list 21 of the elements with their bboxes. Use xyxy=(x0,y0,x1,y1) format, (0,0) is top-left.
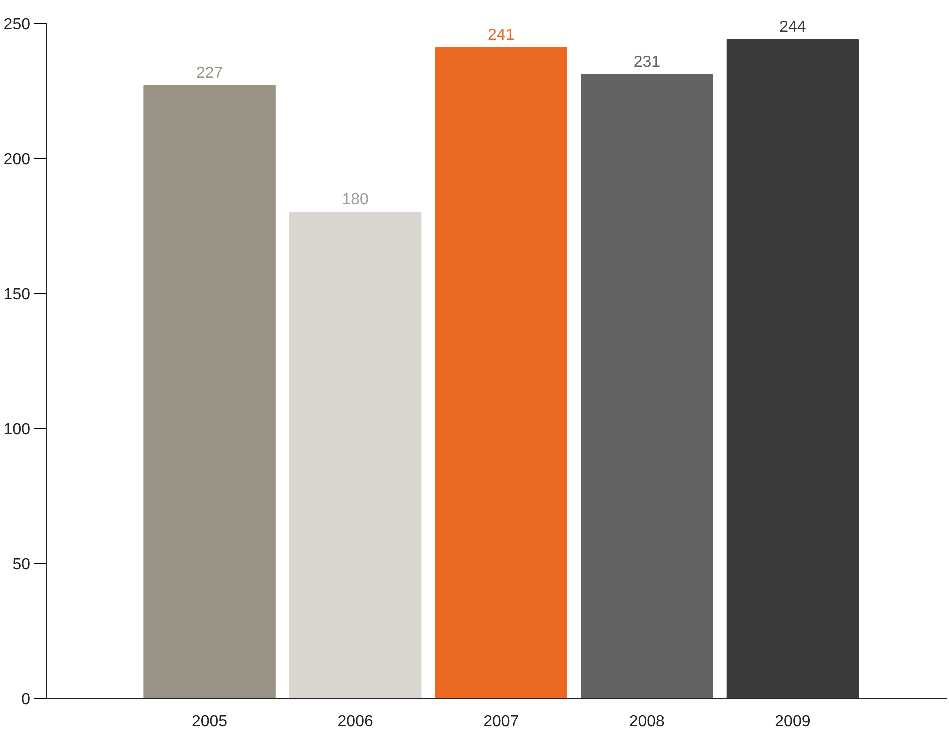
data-label: 227 xyxy=(196,64,224,82)
bar xyxy=(144,85,276,698)
x-tick-label: 2005 xyxy=(192,714,228,730)
y-tick-label: 0 xyxy=(22,692,31,708)
y-tick-label: 150 xyxy=(4,286,31,304)
y-tick-label: 200 xyxy=(4,152,31,169)
x-tick-label: 2008 xyxy=(629,714,666,730)
x-tick-label: 2006 xyxy=(338,714,374,730)
bar xyxy=(289,212,422,698)
data-label: 244 xyxy=(780,18,806,36)
y-tick-label: 250 xyxy=(4,16,31,34)
data-label: 180 xyxy=(342,192,370,209)
y-tick-label: 50 xyxy=(12,556,31,574)
data-label: 241 xyxy=(488,27,515,44)
y-tick-label: 100 xyxy=(4,422,31,439)
x-tick-label: 2009 xyxy=(775,714,811,730)
bar xyxy=(435,48,568,698)
bar xyxy=(581,74,714,698)
data-label: 231 xyxy=(634,54,661,71)
bar xyxy=(726,39,860,698)
x-tick-label: 2007 xyxy=(484,714,520,730)
